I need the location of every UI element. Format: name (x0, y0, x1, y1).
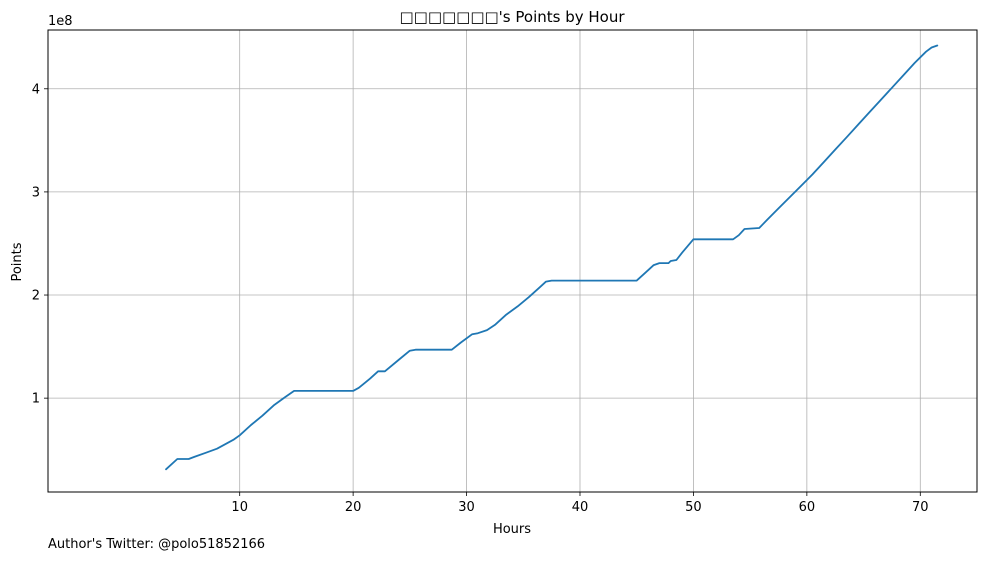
grid (48, 30, 977, 492)
x-tick-label: 20 (345, 500, 362, 515)
x-tick-label: 30 (458, 500, 475, 515)
y-tick-label: 2 (32, 289, 40, 304)
y-tick-label: 3 (32, 185, 40, 200)
series-layer (165, 44, 939, 471)
x-tick-label: 70 (912, 500, 929, 515)
x-tick-label: 60 (799, 500, 816, 515)
y-axis-offset-label: 1e8 (48, 14, 73, 29)
x-tick-label: 50 (685, 500, 702, 515)
y-tick-label: 1 (32, 392, 40, 407)
x-tick-label: 40 (572, 500, 589, 515)
axes-frame (47, 29, 978, 493)
y-tick-label: 4 (32, 82, 40, 97)
y-axis-label: Points (10, 242, 25, 281)
ticks: 10 20 30 40 50 60 70 1 2 3 4 (32, 82, 929, 515)
x-axis-label: Hours (493, 522, 531, 537)
chart-title: □□□□□□□'s Points by Hour (399, 8, 625, 26)
x-tick-label: 10 (231, 500, 248, 515)
author-credit: Author's Twitter: @polo51852166 (48, 537, 266, 552)
series-line-0 (165, 44, 939, 471)
